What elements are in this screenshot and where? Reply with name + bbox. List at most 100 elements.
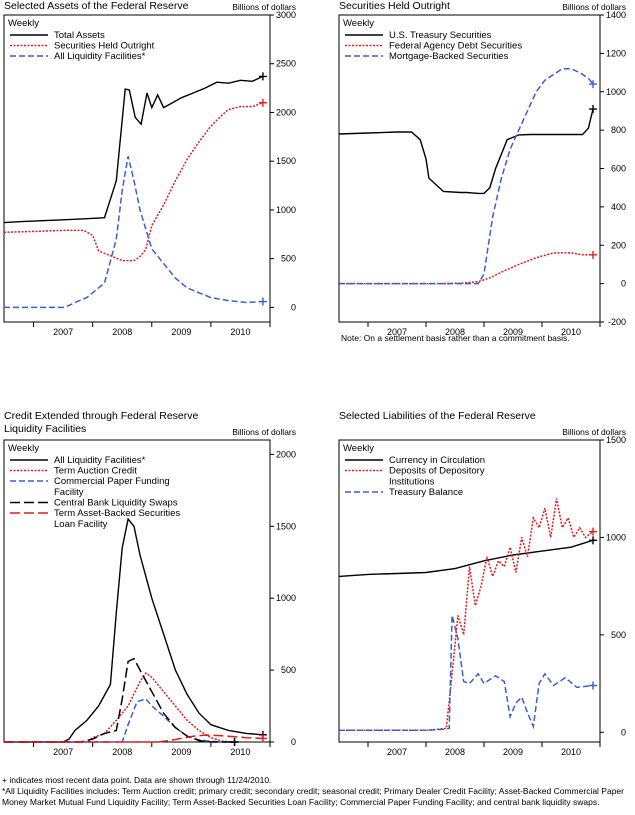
chart4-x-tick-label: 2009 [503,747,523,757]
chart3-series-line-1 [4,517,263,743]
chart3-x-tick-label: 2009 [171,747,191,757]
chart2-frequency-label: Weekly [343,18,374,29]
chart2-y-tick-label: 1400 [606,10,626,20]
chart4-group: Weekly Billions of dollars 0 500 1000 1500 200… [338,427,626,757]
chart3-series-line-2 [4,671,235,743]
chart2-x-tick-label: 2009 [503,327,523,337]
chart2-legend-label-3: Mortgage-Backed Securities [389,51,509,62]
chart2-x-tick-label: 2008 [445,327,465,337]
chart4-x-tick-label: 2010 [561,747,581,757]
chart3-legend-label-line: Loan Facility [54,519,108,530]
chart2-y-tick-label: 200 [611,240,626,250]
chart3-frequency-label: Weekly [8,443,39,454]
chart4-series-line-1 [338,539,594,578]
chart3-legend-label-5: Term Asset-Backed Securities Loan Facilit… [54,508,180,530]
chart2-latest-marker-3 [589,80,598,89]
chart4-series-line-3 [339,615,594,732]
chart2-series-line-2 [339,252,593,285]
footnote-liquidity: *All Liquidity Facilities includes: Term… [2,786,624,807]
chart3-y-tick-label: 1500 [276,521,296,531]
chart2-x-tick-label: 2010 [561,327,581,337]
chart4-x-tick-label: 2008 [445,747,465,757]
chart2-x-tick-label: 2007 [387,327,407,337]
chart1-y-tick-label: 500 [281,254,296,264]
chart1-legend-label-3: All Liquidity Facilities* [54,51,146,62]
chart1-legend-label-1: Total Assets [54,30,105,41]
chart1-y-tick-label: 1000 [276,205,296,215]
chart2-y-units-label: Billions of dollars [562,2,626,12]
chart3-series-line-4 [4,657,235,743]
chart2-legend-label-2: Federal Agency Debt Securities [389,41,522,52]
chart4-legend-label-3: Treasury Balance [389,487,463,498]
chart3-y-tick-label: 0 [291,737,296,747]
chart1-y-tick-label: 1500 [276,156,296,166]
chart3-latest-marker-5 [258,734,267,743]
chart2-y-tick-label: -200 [608,317,626,327]
chart4-latest-marker-2 [589,527,598,536]
chart4-x-tick-label: 2007 [387,747,407,757]
chart1-y-tick-label: 2500 [276,59,296,69]
chart3-y-tick-label: 1000 [276,593,296,603]
chart4-frequency-label: Weekly [343,443,374,454]
chart1-latest-marker-3 [258,297,267,306]
chart4-plot-frame [338,439,601,743]
chart4-y-tick-label: 1000 [606,532,626,542]
chart3-y-units-label: Billions of dollars [232,427,296,437]
chart3-group: Weekly Billions of dollars 0 500 1000 1500 200… [3,427,296,757]
chart1-x-tick-label: 2007 [53,327,73,337]
chart2-note: Note: On a settlement basis rather than … [341,333,570,343]
chart2-legend-label-1: U.S. Treasury Securities [389,30,492,41]
chart2-series-line-3 [339,67,594,285]
chart1-series-line-3 [4,156,263,309]
chart1-y-tick-label: 2000 [276,107,296,117]
chart4-y-tick-label: 500 [611,630,626,640]
chart4-y-tick-label: 1500 [606,435,626,445]
chart3-series-line-3 [4,698,235,743]
chart2-title: Securities Held Outright [339,0,450,12]
chart1-group: Weekly Billions of dollars 0 500 1000 1500 200… [3,2,296,337]
chart1-series-line-1 [3,75,264,224]
chart4-legend-label-line: Institutions [389,477,435,488]
chart2-y-tick-label: 0 [621,279,626,289]
chart2-y-tick-label: 1200 [606,48,626,58]
chart4-title: Selected Liabilities of the Federal Rese… [339,410,536,422]
chart1-y-units-label: Billions of dollars [232,2,296,12]
chart1-plot-frame [3,14,271,323]
chart1-x-tick-label: 2009 [171,327,191,337]
chart3-legend-label-4: Central Bank Liquidity Swaps [54,498,178,509]
chart4-legend-label-1: Currency in Circulation [389,455,485,466]
chart3-legend-label-1: All Liquidity Facilities* [54,455,146,466]
chart3-x-tick-label: 2007 [53,747,73,757]
chart3-x-tick-label: 2008 [112,747,132,757]
chart3-legend-label-line: Facility [54,487,84,498]
chart3-legend-label-line: Commercial Paper Funding [54,476,170,487]
chart1-y-tick-label: 0 [291,302,296,312]
chart2-latest-marker-2 [589,250,598,259]
footnote-latest: + indicates most recent data point. Data… [2,775,272,785]
chart2-group: Weekly Billions of dollars -200 0 200 400 600 8… [338,2,626,337]
chart3-x-tick-label: 2010 [230,747,250,757]
chart1-y-tick-label: 3000 [276,10,296,20]
chart1-latest-marker-1 [258,72,267,81]
chart4-latest-marker-1 [589,536,598,545]
chart2-y-tick-label: 600 [611,164,626,174]
chart1-x-tick-label: 2008 [112,327,132,337]
chart3-title: Credit Extended through Federal Reserve … [4,410,199,435]
chart1-latest-marker-2 [258,98,267,107]
chart3-legend-label-line: Term Asset-Backed Securities [54,508,180,519]
chart4-latest-marker-3 [589,681,598,690]
chart4-series-line-2 [339,498,594,732]
chart2-y-tick-label: 800 [611,125,626,135]
chart3-series-line-5 [4,734,263,743]
chart4-y-units-label: Billions of dollars [562,427,626,437]
chart3-legend-label-3: Commercial Paper Funding Facility [54,476,170,498]
chart4-legend-label-2: Deposits of Depository Institutions [389,466,485,488]
chart1-title: Selected Assets of the Federal Reserve [4,0,189,12]
chart3-latest-marker-4 [230,738,239,746]
chart4-y-tick-label: 0 [621,727,626,737]
chart3-y-tick-label: 500 [281,665,296,675]
chart1-legend-label-2: Securities Held Outright [54,41,155,52]
chart2-latest-marker-1 [589,105,598,114]
chart1-frequency-label: Weekly [8,18,39,29]
